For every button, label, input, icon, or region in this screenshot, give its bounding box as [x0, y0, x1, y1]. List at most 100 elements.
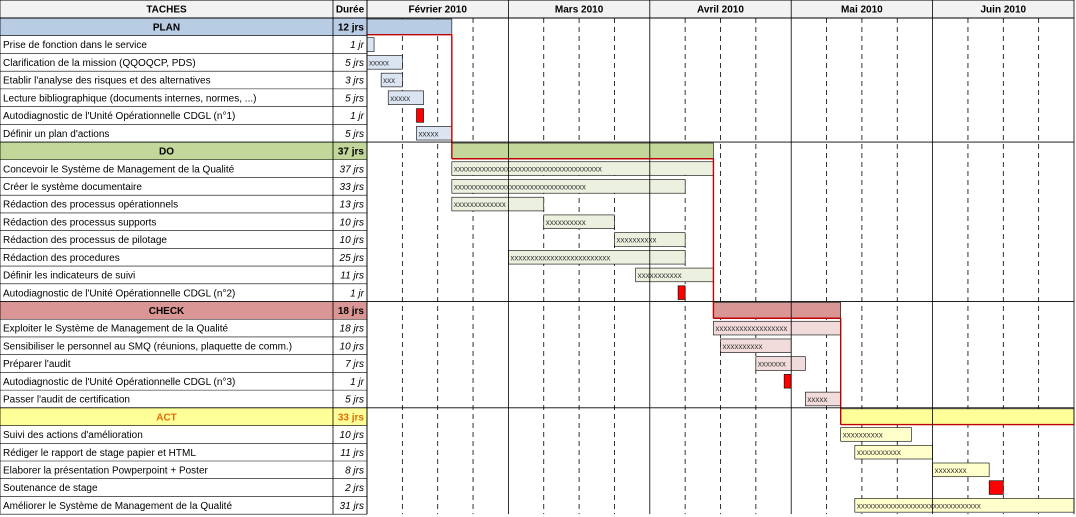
task-duration: 7 jrs	[345, 359, 364, 370]
task-duration: 5 jrs	[345, 395, 364, 406]
task-label: Créer le système documentaire	[3, 182, 142, 193]
phase-duration: 37 jrs	[338, 147, 365, 158]
phase-bar-do	[451, 142, 714, 160]
task-duration: 10 jrs	[340, 341, 364, 352]
task-duration: 18 jrs	[340, 324, 364, 335]
progress-marks: xxxxxxxxxxxxxxxxxxxxxxxxxxxxxxxxx	[454, 182, 586, 191]
task-duration: 3 jrs	[345, 76, 364, 87]
task-label: Rédaction des procedures	[3, 253, 120, 264]
phase-row-check	[0, 301, 367, 320]
task-label: Rédaction des processus supports	[3, 217, 156, 228]
task-duration: 1 jr	[350, 111, 365, 122]
task-bar	[380, 72, 403, 88]
task-label: Concevoir le Système de Management de la…	[3, 164, 235, 175]
task-bar	[451, 179, 686, 194]
progress-marks: xxxxxxxxxxx	[857, 448, 901, 457]
task-duration: 5 jrs	[345, 129, 364, 140]
phase-duration: 12 jrs	[338, 23, 365, 34]
task-duration: 10 jrs	[340, 235, 364, 246]
milestone-bar	[677, 285, 686, 300]
task-duration: 33 jrs	[340, 182, 364, 193]
month-label: Mars 2010	[555, 5, 604, 16]
task-label: Définir les indicateurs de suivi	[3, 271, 135, 282]
task-duration: 11 jrs	[340, 448, 364, 459]
task-label: Soutenance de stage	[3, 483, 98, 494]
task-bar	[543, 214, 615, 229]
milestone-bar	[416, 108, 424, 123]
task-duration: 10 jrs	[340, 217, 364, 228]
task-label: Rédiger le rapport de stage papier et HT…	[3, 448, 196, 459]
task-label: Exploiter le Système de Management de la…	[3, 324, 229, 335]
duration-header: Durée	[336, 5, 365, 16]
month-label: Avril 2010	[697, 5, 744, 16]
progress-marks: xxxxxxxxxxxxx	[454, 200, 506, 209]
progress-marks: xxxxxxxxxxxxxxxxxxxxxxxxxxxxxxxxxxxxx	[454, 165, 602, 174]
progress-marks: xxxxxxxxxxxxxxxxxxxxxxxxx	[510, 253, 610, 262]
task-duration: 11 jrs	[340, 271, 364, 282]
progress-marks: xxxxxxx	[758, 360, 786, 369]
task-label: Autodiagnostic de l'Unité Opérationnelle…	[3, 288, 235, 299]
task-duration: 8 jrs	[345, 466, 364, 477]
task-label: Passer l'audit de certification	[3, 395, 130, 406]
task-bar	[387, 90, 424, 105]
tasks-header: TACHES	[146, 5, 187, 16]
task-label: Rédaction des processus opérationnels	[3, 200, 178, 211]
phase-label: DO	[159, 147, 174, 158]
progress-marks: xxxxxxxxxx	[546, 218, 586, 227]
task-duration: 31 jrs	[340, 501, 364, 512]
progress-marks: xxxxxxxxxx	[843, 431, 883, 440]
phase-label: ACT	[156, 412, 177, 423]
task-label: Elaborer la présentation Powperpoint + P…	[3, 466, 209, 477]
progress-marks: xxxxxxxxxx	[723, 342, 763, 351]
month-label: Juin 2010	[981, 5, 1027, 16]
progress-marks: xxx	[383, 76, 395, 85]
phase-bar-plan	[366, 18, 453, 36]
task-duration: 1 jr	[350, 40, 365, 51]
task-duration: 2 jrs	[344, 483, 364, 494]
task-label: Autodiagnostic de l'Unité Opérationnelle…	[3, 377, 235, 388]
task-duration: 1 jr	[350, 377, 365, 388]
task-duration: 37 jrs	[340, 164, 364, 175]
task-duration: 13 jrs	[340, 200, 364, 211]
progress-marks: xxxxx	[418, 129, 438, 138]
phase-bar-act	[840, 408, 1075, 425]
progress-marks: xxxxxxxxxxx	[638, 271, 682, 280]
progress-marks: xxxxxxxxxx	[616, 236, 656, 245]
phase-label: CHECK	[149, 306, 185, 317]
progress-marks: xxxxxxxxxxxxxxxxxx	[715, 324, 787, 333]
progress-marks: xxxxxxxx	[935, 466, 967, 475]
task-label: Prise de fonction dans le service	[3, 40, 147, 51]
phase-label: PLAN	[153, 23, 180, 34]
phase-row-act	[0, 407, 367, 426]
task-label: Clarification de la mission (QQOQCP, PDS…	[3, 58, 196, 69]
progress-marks: xxxxx	[369, 58, 389, 67]
phase-bar-check	[713, 302, 841, 319]
task-bar	[755, 356, 806, 371]
task-bar	[451, 196, 545, 212]
task-label: Sensibiliser le personnel au SMQ (réunio…	[3, 341, 292, 352]
task-duration: 25 jrs	[339, 253, 364, 264]
task-label: Préparer l'audit	[3, 359, 71, 370]
task-bar	[840, 427, 912, 442]
task-label: Rédaction des processus de pilotage	[3, 235, 167, 246]
task-label: Etablir l'analyse des risques et des alt…	[3, 76, 211, 87]
task-label: Lecture bibliographique (documents inter…	[3, 93, 256, 104]
month-label: Mai 2010	[841, 5, 883, 16]
task-label: Autodiagnostic de l'Unité Opérationnelle…	[3, 111, 235, 122]
phase-row-plan	[0, 18, 367, 36]
phase-row-do	[0, 142, 367, 160]
task-duration: 5 jrs	[345, 93, 364, 104]
task-duration: 1 jr	[350, 288, 365, 299]
progress-marks: xxxxx	[390, 94, 410, 103]
milestone-bar	[783, 374, 792, 389]
task-duration: 10 jrs	[340, 430, 364, 441]
progress-marks: xxxxx	[807, 395, 827, 404]
header-row	[0, 0, 1074, 18]
task-label: Définir un plan d'actions	[3, 129, 109, 140]
phase-duration: 18 jrs	[338, 306, 365, 317]
task-label: Suivi des actions d'amélioration	[3, 430, 143, 441]
milestone-bar	[988, 480, 1004, 495]
task-duration: 5 jrs	[345, 58, 364, 69]
